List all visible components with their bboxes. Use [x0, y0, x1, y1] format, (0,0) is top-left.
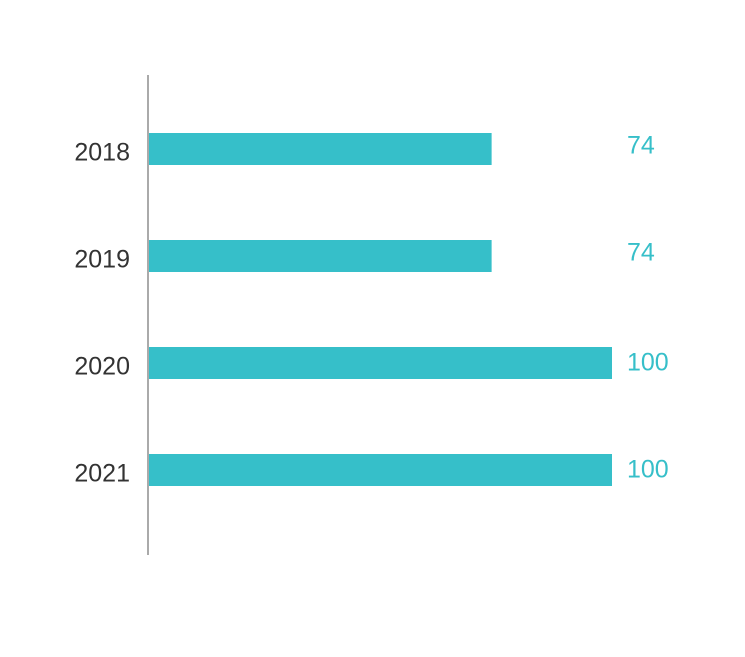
value-label: 74: [627, 239, 655, 267]
bar: [149, 240, 492, 272]
bar: [149, 133, 492, 165]
y-tick-label: 2019: [74, 246, 130, 274]
y-tick-label: 2018: [74, 139, 130, 167]
y-tick-label: 2021: [74, 460, 130, 488]
value-label: 100: [627, 349, 669, 377]
value-label: 100: [627, 456, 669, 484]
bar: [149, 347, 612, 379]
bar: [149, 454, 612, 486]
y-tick-label: 2020: [74, 353, 130, 381]
value-label: 74: [627, 132, 655, 160]
